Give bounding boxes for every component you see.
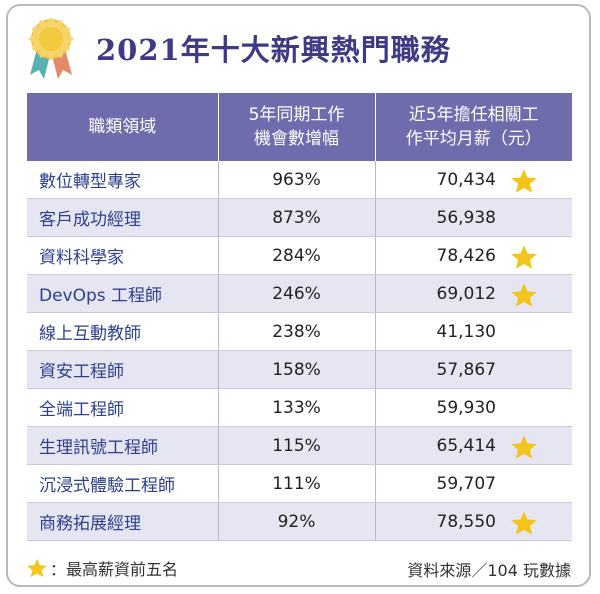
legend: ：最高薪資前五名 [26, 556, 178, 580]
table-row: 全端工程師 133% 59,930 [27, 388, 572, 427]
salary-cell: 65,414 [374, 426, 572, 465]
growth-cell: 873% [217, 198, 375, 237]
star-icon [510, 245, 537, 269]
table-row: 商務拓展經理 92% 78,550 [27, 502, 572, 541]
job-title-cell: DevOps 工程師 [27, 274, 218, 313]
salary-cell: 70,434 [374, 161, 572, 199]
salary-cell: 69,012 [374, 274, 572, 313]
jobs-table: 職類領域 5年同期工作 機會數增幅 近5年擔任相關工 作平均月薪（元） 數位轉型專家… [27, 93, 572, 541]
table-row: 客戶成功經理 873% 56,938 [27, 198, 572, 237]
table-row: 線上互動教師 238% 41,130 [27, 312, 572, 351]
growth-cell: 246% [217, 274, 375, 313]
job-title-cell: 數位轉型專家 [27, 161, 218, 199]
growth-cell: 284% [217, 236, 375, 275]
table-row: 資安工程師 158% 57,867 [27, 350, 572, 389]
star-icon [510, 169, 537, 193]
salary-cell: 57,867 [374, 350, 572, 389]
growth-cell: 133% [217, 388, 375, 427]
table-row: DevOps 工程師 246% 69,012 [27, 274, 572, 313]
table-row: 生理訊號工程師 115% 65,414 [27, 426, 572, 465]
header-job-field: 職類領域 [27, 93, 218, 161]
header-salary: 近5年擔任相關工 作平均月薪（元） [374, 93, 572, 161]
table-row: 數位轉型專家 963% 70,434 [27, 161, 572, 199]
growth-cell: 92% [217, 502, 375, 541]
legend-text: ：最高薪資前五名 [50, 560, 179, 579]
table-row: 資料科學家 284% 78,426 [27, 236, 572, 275]
title-row: 2021年十大新興熱門職務 [22, 14, 582, 82]
salary-cell: 59,930 [374, 388, 572, 427]
job-title-cell: 生理訊號工程師 [27, 426, 218, 465]
growth-cell: 115% [217, 426, 375, 465]
star-icon [27, 558, 47, 578]
salary-cell: 56,938 [374, 198, 572, 237]
table-header-row: 職類領域 5年同期工作 機會數增幅 近5年擔任相關工 作平均月薪（元） [27, 93, 572, 161]
growth-cell: 158% [217, 350, 375, 389]
page-title: 2021年十大新興熱門職務 [96, 33, 451, 67]
salary-cell: 59,707 [374, 464, 572, 503]
job-title-cell: 資料科學家 [27, 236, 218, 275]
growth-cell: 238% [217, 312, 375, 351]
growth-cell: 111% [217, 464, 375, 503]
job-title-cell: 商務拓展經理 [27, 502, 218, 541]
job-title-cell: 線上互動教師 [27, 312, 218, 351]
job-title-cell: 資安工程師 [27, 350, 218, 389]
star-icon [510, 435, 537, 459]
salary-cell: 41,130 [374, 312, 572, 351]
footer: ：最高薪資前五名 資料來源／104 玩數據 [26, 556, 571, 582]
star-icon [510, 511, 537, 535]
salary-cell: 78,550 [374, 502, 572, 541]
source-credit: 資料來源／104 玩數據 [407, 561, 571, 580]
growth-cell: 963% [217, 161, 375, 199]
salary-cell: 78,426 [374, 236, 572, 275]
table-row: 沉浸式體驗工程師 111% 59,707 [27, 464, 572, 503]
job-title-cell: 沉浸式體驗工程師 [27, 464, 218, 503]
job-title-cell: 全端工程師 [27, 388, 218, 427]
job-title-cell: 客戶成功經理 [27, 198, 218, 237]
header-growth: 5年同期工作 機會數增幅 [217, 93, 375, 161]
award-ribbon-icon [28, 17, 74, 79]
star-icon [510, 283, 537, 307]
